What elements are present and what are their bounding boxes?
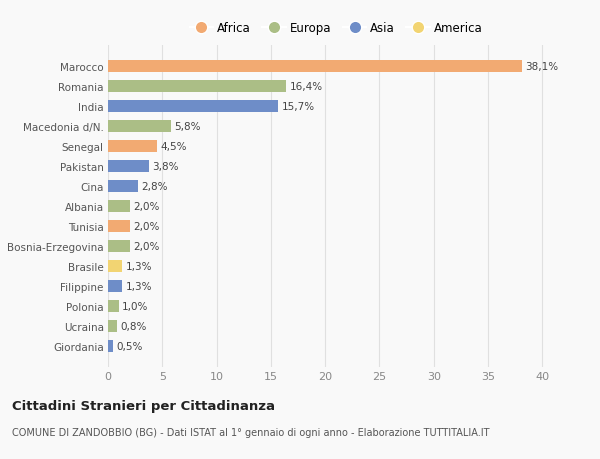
Text: COMUNE DI ZANDOBBIO (BG) - Dati ISTAT al 1° gennaio di ogni anno - Elaborazione : COMUNE DI ZANDOBBIO (BG) - Dati ISTAT al… <box>12 427 490 437</box>
Bar <box>108 161 149 173</box>
Text: 5,8%: 5,8% <box>174 122 201 132</box>
Bar <box>108 101 278 112</box>
Text: 2,0%: 2,0% <box>133 241 160 252</box>
Text: 1,3%: 1,3% <box>125 281 152 291</box>
Bar <box>108 121 171 133</box>
Text: 2,8%: 2,8% <box>142 182 168 191</box>
Bar <box>108 341 113 353</box>
Text: 2,0%: 2,0% <box>133 222 160 231</box>
Text: 2,0%: 2,0% <box>133 202 160 212</box>
Text: 38,1%: 38,1% <box>525 62 558 72</box>
Text: 16,4%: 16,4% <box>289 82 322 91</box>
Bar <box>108 61 521 73</box>
Bar <box>108 280 122 292</box>
Bar <box>108 80 286 93</box>
Text: 1,0%: 1,0% <box>122 302 148 312</box>
Bar <box>108 201 130 213</box>
Bar <box>108 140 157 152</box>
Bar <box>108 301 119 313</box>
Text: 0,5%: 0,5% <box>116 341 143 352</box>
Bar <box>108 221 130 233</box>
Text: 0,8%: 0,8% <box>120 322 146 331</box>
Bar <box>108 180 139 192</box>
Text: 3,8%: 3,8% <box>152 162 179 172</box>
Text: Cittadini Stranieri per Cittadinanza: Cittadini Stranieri per Cittadinanza <box>12 399 275 412</box>
Text: 1,3%: 1,3% <box>125 262 152 272</box>
Bar <box>108 261 122 273</box>
Bar <box>108 241 130 252</box>
Legend: Africa, Europa, Asia, America: Africa, Europa, Asia, America <box>187 20 485 37</box>
Text: 4,5%: 4,5% <box>160 141 187 151</box>
Text: 15,7%: 15,7% <box>282 101 315 112</box>
Bar <box>108 320 116 333</box>
